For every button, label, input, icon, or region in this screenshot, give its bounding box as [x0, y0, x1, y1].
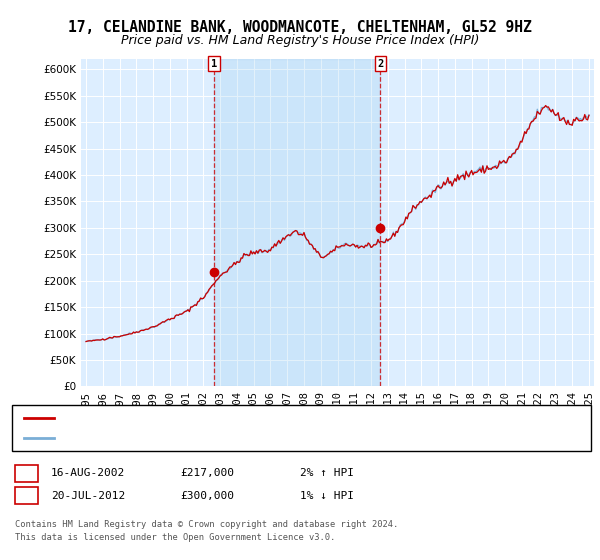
Text: £300,000: £300,000 — [180, 491, 234, 501]
Text: 2% ↑ HPI: 2% ↑ HPI — [300, 468, 354, 478]
Text: 17, CELANDINE BANK, WOODMANCOTE, CHELTENHAM, GL52 9HZ: 17, CELANDINE BANK, WOODMANCOTE, CHELTEN… — [68, 20, 532, 35]
Text: 1% ↓ HPI: 1% ↓ HPI — [300, 491, 354, 501]
Text: This data is licensed under the Open Government Licence v3.0.: This data is licensed under the Open Gov… — [15, 533, 335, 542]
Bar — [214, 59, 380, 386]
Text: 1: 1 — [211, 59, 217, 69]
Text: 2: 2 — [377, 59, 383, 69]
Text: 16-AUG-2002: 16-AUG-2002 — [51, 468, 125, 478]
Text: £217,000: £217,000 — [180, 468, 234, 478]
Text: HPI: Average price, detached house, Tewkesbury: HPI: Average price, detached house, Tewk… — [57, 433, 333, 443]
Text: 2: 2 — [23, 491, 30, 501]
Text: 17, CELANDINE BANK, WOODMANCOTE, CHELTENHAM, GL52 9HZ (detached house): 17, CELANDINE BANK, WOODMANCOTE, CHELTEN… — [57, 413, 477, 423]
Text: 20-JUL-2012: 20-JUL-2012 — [51, 491, 125, 501]
Text: Price paid vs. HM Land Registry's House Price Index (HPI): Price paid vs. HM Land Registry's House … — [121, 34, 479, 46]
Text: 1: 1 — [23, 468, 30, 478]
Text: Contains HM Land Registry data © Crown copyright and database right 2024.: Contains HM Land Registry data © Crown c… — [15, 520, 398, 529]
